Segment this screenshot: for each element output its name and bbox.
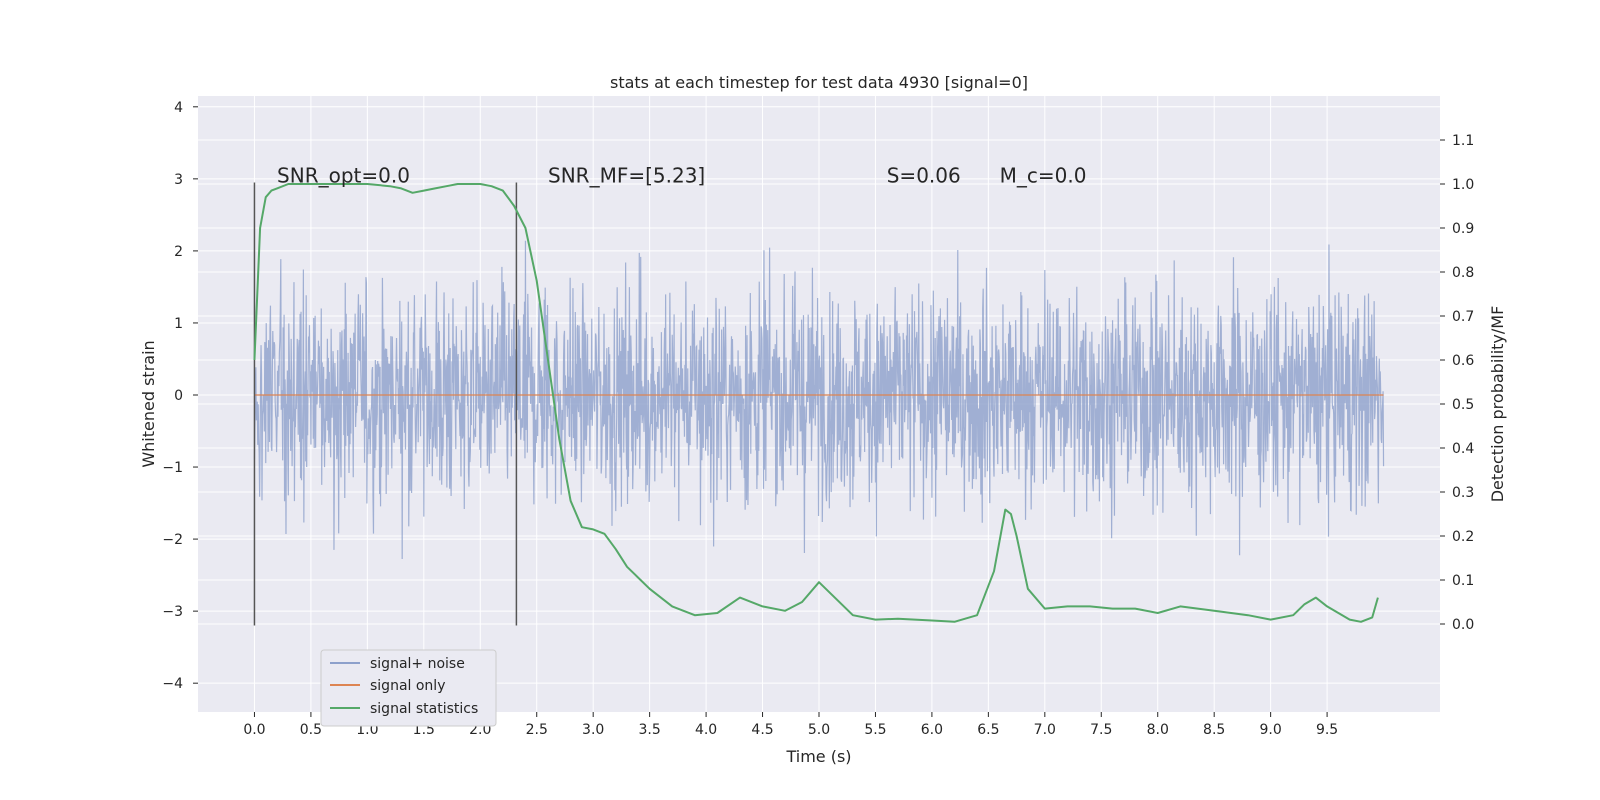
- chart-title: stats at each timestep for test data 493…: [610, 73, 1028, 92]
- x-tick-label: 6.5: [977, 722, 999, 738]
- y-right-tick-label: 1.1: [1452, 133, 1474, 149]
- y-right-tick-label: 0.0: [1452, 617, 1474, 633]
- x-tick-label: 4.5: [751, 722, 773, 738]
- x-tick-label: 6.0: [921, 722, 943, 738]
- x-tick-label: 0.0: [243, 722, 265, 738]
- y-right-tick-label: 1.0: [1452, 177, 1474, 193]
- legend-label-stats: signal statistics: [370, 701, 478, 717]
- y-left-tick-label: 2: [174, 244, 183, 260]
- y-right-tick-label: 0.9: [1452, 221, 1474, 237]
- series-signal-noise-line: [253, 240, 1385, 560]
- y-right-tick-label: 0.7: [1452, 309, 1474, 325]
- x-tick-label: 3.5: [639, 722, 661, 738]
- y-left-axis-ticks: 4 3 2 1 0 −1 −2 −3 −4: [162, 100, 198, 692]
- x-tick-label: 5.5: [864, 722, 886, 738]
- legend-box: [320, 649, 497, 727]
- y-left-tick-label: 0: [174, 388, 183, 404]
- y-left-tick-label: −4: [162, 676, 183, 692]
- y-left-tick-label: 1: [174, 316, 183, 332]
- signal-noise-series: [253, 240, 1385, 560]
- x-tick-label: 7.0: [1034, 722, 1056, 738]
- x-tick-label: 4.0: [695, 722, 717, 738]
- series-signal-statistics-line: [253, 183, 1379, 623]
- y-left-tick-label: 4: [174, 100, 183, 116]
- x-tick-label: 3.0: [582, 722, 604, 738]
- signal-statistics-series: [253, 183, 1379, 623]
- y-right-tick-label: 0.8: [1452, 265, 1474, 281]
- annotation-text: SNR_opt=0.0: [277, 163, 410, 187]
- y-left-axis-label: Whitened strain: [139, 340, 158, 467]
- y-right-tick-label: 0.3: [1452, 485, 1474, 501]
- x-tick-label: 5.0: [808, 722, 830, 738]
- annotation-text: M_c=0.0: [1000, 163, 1087, 187]
- y-right-tick-label: 0.2: [1452, 529, 1474, 545]
- y-right-tick-label: 0.4: [1452, 441, 1474, 457]
- annotation-text: SNR_MF=[5.23]: [548, 163, 705, 187]
- x-tick-label: 9.5: [1316, 722, 1338, 738]
- x-tick-label: 8.5: [1203, 722, 1225, 738]
- x-axis-label: Time (s): [785, 747, 851, 766]
- y-right-axis-label: Detection probability/MF: [1488, 306, 1507, 503]
- y-left-tick-label: −1: [162, 460, 183, 476]
- x-tick-label: 8.0: [1147, 722, 1169, 738]
- legend-label-signal: signal only: [370, 678, 445, 694]
- x-tick-label: 9.0: [1260, 722, 1282, 738]
- y-right-tick-label: 0.1: [1452, 573, 1474, 589]
- annotation-text: S=0.06: [887, 163, 961, 187]
- y-right-axis-ticks: 1.1 1.0 0.9 0.8 0.7 0.6 0.5 0.4 0.3 0.2 0.1 0.0: [1440, 133, 1474, 633]
- y-left-tick-label: −3: [162, 604, 183, 620]
- y-right-tick-label: 0.5: [1452, 397, 1474, 413]
- x-tick-label: 7.5: [1090, 722, 1112, 738]
- x-tick-label: 0.5: [300, 722, 322, 738]
- y-left-tick-label: 3: [174, 172, 183, 188]
- annotations: SNR_opt=0.0 SNR_MF=[5.23] S=0.06 M_c=0.0: [277, 163, 1086, 187]
- y-left-tick-label: −2: [162, 532, 183, 548]
- legend: signal+ noise signal only signal statist…: [320, 649, 497, 727]
- x-tick-label: 2.5: [526, 722, 548, 738]
- vertical-markers: [253, 182, 518, 626]
- legend-label-noise: signal+ noise: [370, 656, 465, 672]
- y-right-tick-label: 0.6: [1452, 353, 1474, 369]
